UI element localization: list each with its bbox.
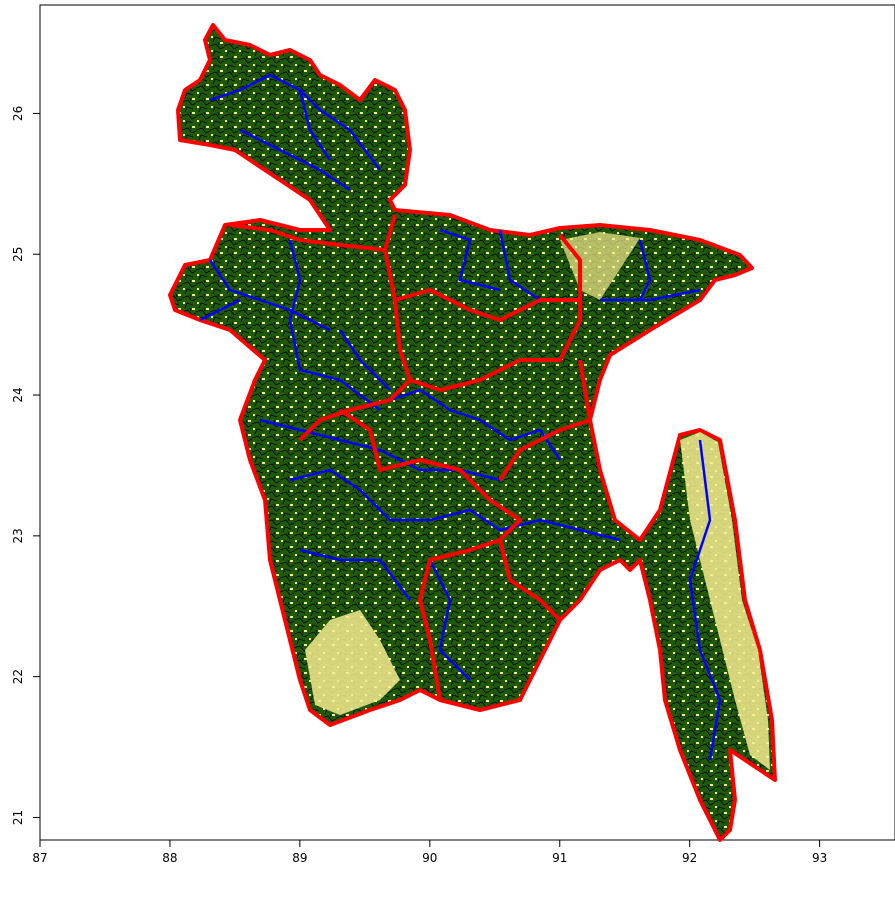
y-tick-label: 24: [11, 387, 25, 402]
y-tick-label: 22: [11, 669, 25, 684]
x-tick-label: 89: [292, 851, 307, 865]
x-tick-label: 87: [32, 851, 47, 865]
x-tick-label: 90: [422, 851, 437, 865]
map-chart: 87 88 89 90 91 92 93 21 22 23 24 25 26: [0, 0, 895, 908]
x-tick-label: 92: [682, 851, 697, 865]
x-tick-label: 93: [812, 851, 827, 865]
y-tick-label: 26: [11, 106, 25, 121]
page: 87888990919293212223242526 (() => { cons…: [0, 0, 895, 908]
y-tick-label: 23: [11, 528, 25, 543]
y-tick-label: 21: [11, 810, 25, 825]
y-tick-label: 25: [11, 247, 25, 262]
x-tick-label: 88: [162, 851, 177, 865]
x-tick-label: 91: [552, 851, 567, 865]
